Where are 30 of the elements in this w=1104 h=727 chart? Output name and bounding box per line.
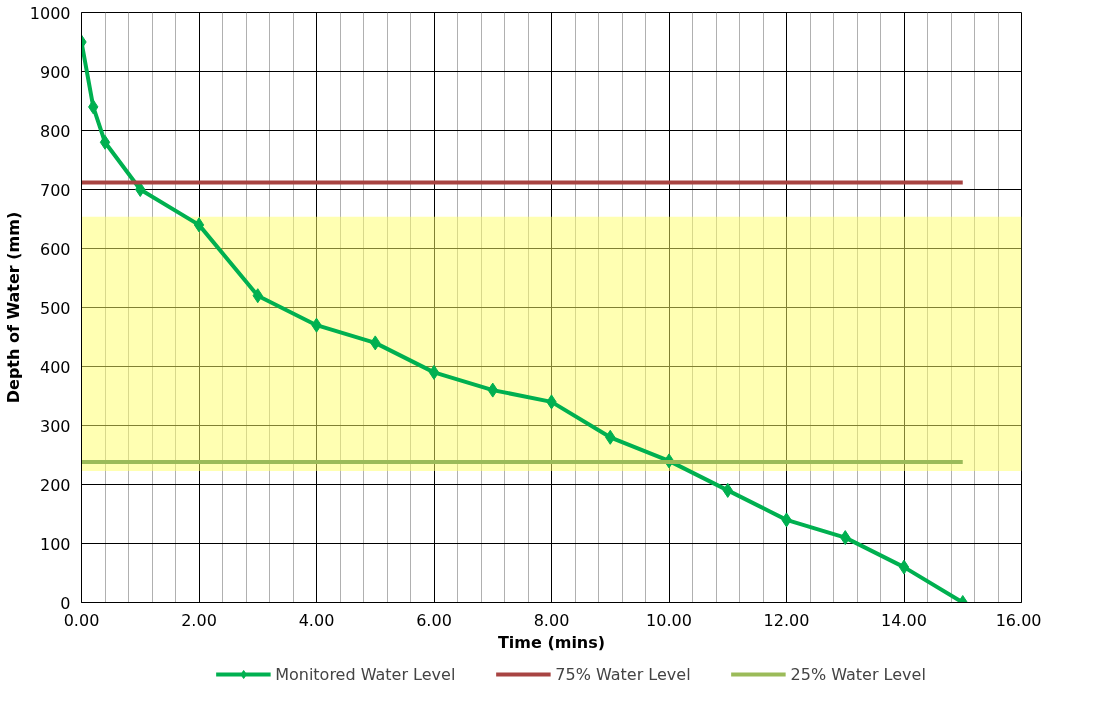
x-tick-label: 4.00 (298, 610, 335, 630)
y-tick-label: 100 (39, 534, 71, 554)
legend-label: 25% Water Level (790, 664, 926, 684)
y-tick-label: 300 (39, 416, 71, 436)
y-tick-label: 400 (39, 357, 71, 377)
x-tick-label: 16.00 (995, 610, 1042, 630)
legend-label: 75% Water Level (555, 664, 691, 684)
x-tick-label: 12.00 (763, 610, 810, 630)
y-tick-label: 700 (39, 180, 71, 200)
y-tick-label: 200 (39, 475, 71, 495)
point (135, 182, 146, 197)
point (428, 364, 440, 380)
x-tick-label: 14.00 (881, 610, 927, 630)
point (193, 217, 205, 233)
y-tick-label: 900 (39, 62, 71, 82)
x-axis-title: Time (mins) (497, 632, 606, 652)
y-tick-label: 1000 (29, 3, 71, 23)
y-tick-label: 500 (39, 298, 71, 318)
legend-label: Monitored Water Level (275, 664, 456, 684)
point (99, 134, 111, 150)
y-tick-label: 800 (39, 121, 71, 141)
y-tick-label: 600 (39, 239, 71, 259)
x-tick-label: 2.00 (181, 610, 217, 630)
x-tick-label: 8.00 (533, 610, 570, 630)
x-tick-label: 10.00 (646, 610, 692, 630)
x-tick-label: 6.00 (416, 610, 452, 630)
point (898, 559, 910, 575)
x-tick-label: 0.00 (63, 610, 100, 630)
y-axis-title: Depth of Water (mm) (3, 211, 23, 404)
y-tick-label: 0 (60, 593, 71, 613)
